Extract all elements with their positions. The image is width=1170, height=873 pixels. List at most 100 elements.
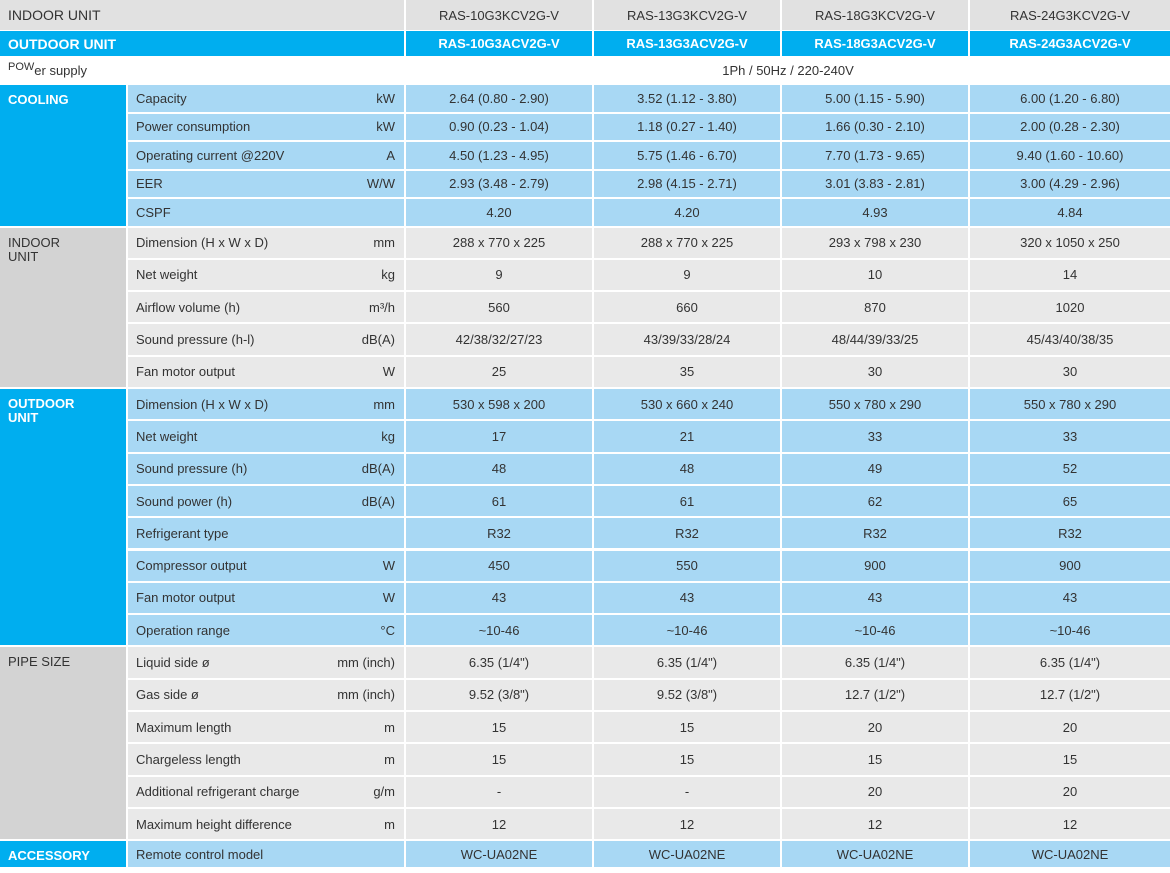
outdoor-model-header: RAS-18G3ACV2G-V [782,31,968,56]
row-label: Dimension (H x W x D) [128,389,404,420]
row-label: Dimension (H x W x D) [128,227,404,258]
row-label: Power consumption [128,113,404,140]
spec-value: - [594,776,780,807]
row-unit: kg [381,267,395,283]
spec-value: 43 [970,582,1170,614]
section-label: INDOOR UNIT [0,227,126,387]
row-label: Maximum height difference [128,808,404,840]
spec-value: R32 [970,518,1170,549]
spec-value: 42/38/32/27/23 [406,324,592,355]
spec-value: 15 [782,744,968,775]
spec-value: 9.52 (3/8") [406,679,592,710]
spec-value: 4.20 [594,199,780,226]
spec-value: 20 [970,712,1170,743]
row-unit: W [382,364,395,380]
spec-value: 6.35 (1/4") [970,647,1170,678]
spec-value: 1020 [970,292,1170,323]
spec-value: 33 [782,421,968,452]
spec-value: 2.93 (3.48 - 2.79) [406,170,592,197]
row-unit: m³/h [369,299,395,315]
section-label: COOLING [0,85,126,226]
spec-value: 15 [406,744,592,775]
power-supply-label-rest: er supply [34,62,88,78]
spec-value: 9.40 (1.60 - 10.60) [970,142,1170,169]
spec-value: 25 [406,356,592,387]
spec-value: 15 [594,744,780,775]
spec-value: 43/39/33/28/24 [594,324,780,355]
row-label: Sound pressure (h) [128,453,404,484]
row-unit: A [386,147,395,163]
row-label: Capacity [128,85,404,112]
spec-value: 43 [594,582,780,614]
spec-value: 30 [782,356,968,387]
spec-value: 12 [782,808,968,840]
spec-value: 21 [594,421,780,452]
row-label: Chargeless length [128,744,404,775]
spec-value: 7.70 (1.73 - 9.65) [782,142,968,169]
spec-value: 450 [406,550,592,581]
row-unit: kW [376,90,395,106]
spec-value: ~10-46 [594,615,780,646]
spec-value: WC-UA02NE [970,841,1170,868]
spec-value: WC-UA02NE [594,841,780,868]
row-label: Compressor output [128,550,404,581]
row-unit: dB(A) [361,332,395,348]
spec-value: 15 [970,744,1170,775]
spec-value: 15 [406,712,592,743]
spec-value: 43 [782,582,968,614]
spec-value: 17 [406,421,592,452]
row-unit: W [382,558,395,574]
spec-value: 550 [594,550,780,581]
indoor-unit-heading: INDOOR UNIT [0,0,404,30]
spec-value: 9 [594,259,780,291]
spec-value: 6.35 (1/4") [782,647,968,678]
spec-value: 4.93 [782,199,968,226]
spec-value: 550 x 780 x 290 [970,389,1170,420]
spec-value: 2.64 (0.80 - 2.90) [406,85,592,112]
spec-value: 3.00 (4.29 - 2.96) [970,170,1170,197]
indoor-model-header: RAS-10G3KCV2G-V [406,0,592,30]
spec-value: 45/43/40/38/35 [970,324,1170,355]
spec-value: 61 [594,485,780,517]
spec-value: 30 [970,356,1170,387]
spec-value: 62 [782,485,968,517]
spec-value: 288 x 770 x 225 [594,227,780,258]
row-label: Maximum length [128,712,404,743]
row-unit: m [384,751,395,767]
row-label: Net weight [128,421,404,452]
spec-value: 0.90 (0.23 - 1.04) [406,113,592,140]
spec-value: 12 [406,808,592,840]
spec-value: 10 [782,259,968,291]
spec-value: 1.66 (0.30 - 2.10) [782,113,968,140]
spec-value: 530 x 660 x 240 [594,389,780,420]
spec-value: ~10-46 [406,615,592,646]
spec-value: 52 [970,453,1170,484]
row-label: Fan motor output [128,356,404,387]
indoor-model-header: RAS-24G3KCV2G-V [970,0,1170,30]
row-label: Refrigerant type [128,518,404,549]
spec-value: 20 [970,776,1170,807]
spec-value: 293 x 798 x 230 [782,227,968,258]
spec-value: 660 [594,292,780,323]
spec-value: R32 [406,518,592,549]
row-label: Airflow volume (h) [128,292,404,323]
section-label: ACCESSORY [0,841,126,868]
spec-value: 870 [782,292,968,323]
spec-value: 48 [406,453,592,484]
spec-value: 20 [782,776,968,807]
spec-value: 2.98 (4.15 - 2.71) [594,170,780,197]
row-label: Operating current @220V [128,142,404,169]
spec-value: 12.7 (1/2") [782,679,968,710]
row-label: Liquid side ø [128,647,404,678]
row-unit: °C [380,622,395,638]
row-label: Sound power (h) [128,485,404,517]
indoor-model-header: RAS-18G3KCV2G-V [782,0,968,30]
spec-value: 5.75 (1.46 - 6.70) [594,142,780,169]
row-unit: kW [376,119,395,135]
spec-value: 20 [782,712,968,743]
spec-value: 48 [594,453,780,484]
row-unit: W [382,590,395,606]
outdoor-model-header: RAS-13G3ACV2G-V [594,31,780,56]
spec-value: 3.52 (1.12 - 3.80) [594,85,780,112]
spec-value: 4.50 (1.23 - 4.95) [406,142,592,169]
